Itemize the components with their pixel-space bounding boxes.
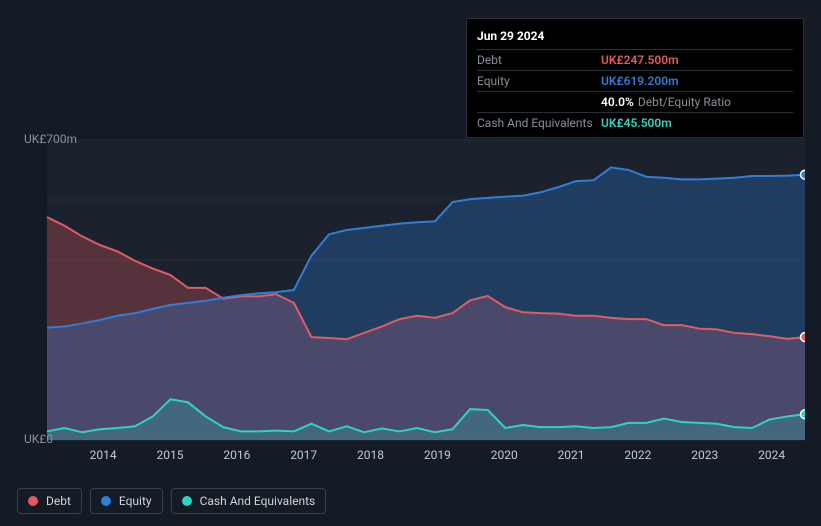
tooltip-value: UK£247.500m	[601, 53, 679, 67]
tooltip-value: UK£619.200m	[601, 74, 679, 88]
tooltip-row: EquityUK£619.200m	[477, 70, 793, 91]
x-axis-label: 2018	[337, 448, 404, 462]
x-axis-label: 2017	[270, 448, 337, 462]
x-axis-label: 2019	[404, 448, 471, 462]
legend-swatch	[182, 496, 192, 506]
legend-item[interactable]: Equity	[90, 488, 163, 514]
x-axis-label: 2021	[538, 448, 605, 462]
legend-item[interactable]: Cash And Equivalents	[171, 488, 327, 514]
y-axis-label: UK£700m	[24, 132, 77, 146]
tooltip-date: Jun 29 2024	[477, 25, 793, 49]
x-axis-label: 2022	[604, 448, 671, 462]
legend-item[interactable]: Debt	[17, 488, 82, 514]
tooltip-value: 40.0%	[601, 95, 634, 109]
debt-equity-chart: UK£700mUK£020142015201620172018201920202…	[17, 120, 805, 465]
x-axis-label: 2024	[738, 448, 805, 462]
legend-label: Cash And Equivalents	[200, 494, 316, 508]
legend-label: Debt	[46, 494, 71, 508]
tooltip-suffix: Debt/Equity Ratio	[638, 95, 731, 109]
tooltip-label: Debt	[477, 53, 601, 67]
legend: Debt Equity Cash And Equivalents	[17, 488, 326, 514]
legend-swatch	[28, 496, 38, 506]
legend-swatch	[101, 496, 111, 506]
legend-label: Equity	[119, 494, 152, 508]
tooltip-row: DebtUK£247.500m	[477, 49, 793, 70]
tooltip-row: 40.0% Debt/Equity Ratio	[477, 91, 793, 112]
x-axis-label: 2014	[70, 448, 137, 462]
y-axis-label: UK£0	[24, 432, 53, 446]
x-axis-label: 2020	[471, 448, 538, 462]
x-axis-label: 2016	[203, 448, 270, 462]
tooltip-label: Equity	[477, 74, 601, 88]
x-axis-label: 2023	[671, 448, 738, 462]
x-axis-label: 2015	[137, 448, 204, 462]
